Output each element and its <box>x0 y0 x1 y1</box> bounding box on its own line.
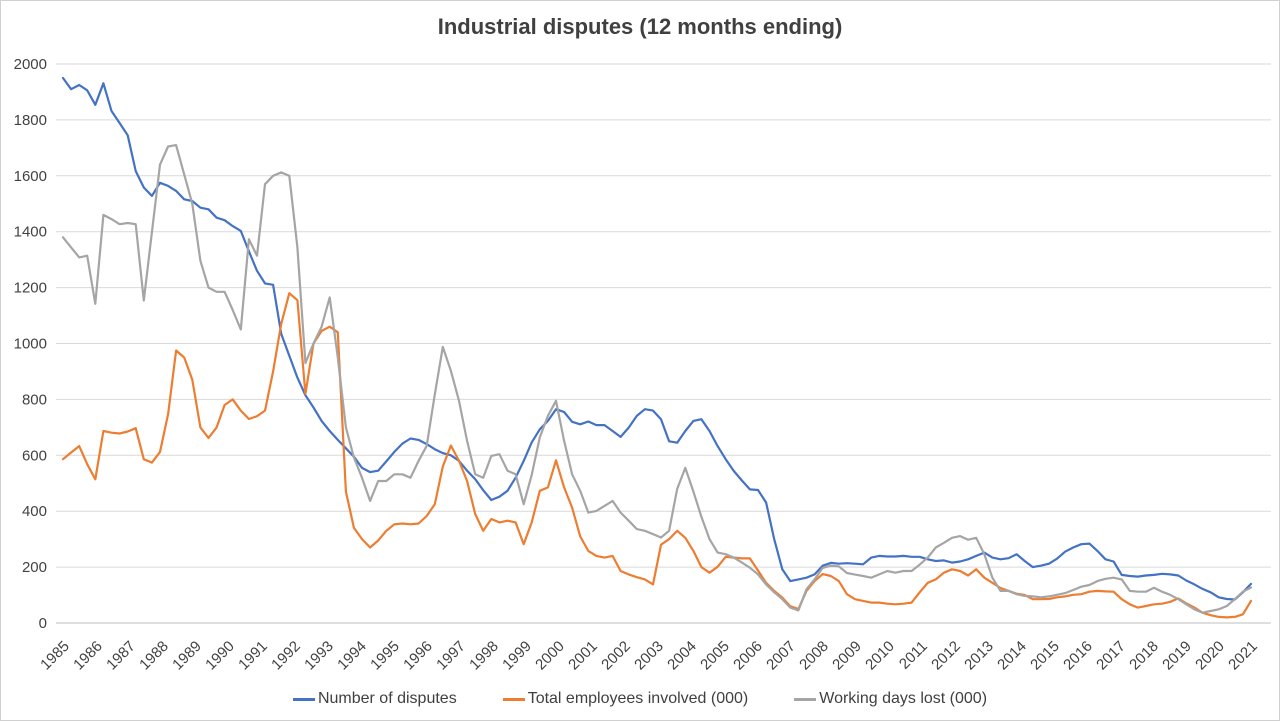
y-axis-tick-label: 1800 <box>14 112 47 129</box>
y-axis-tick-label: 1400 <box>14 224 47 241</box>
x-axis-tick-label: 2014 <box>994 638 1030 674</box>
x-axis-tick-label: 2001 <box>565 638 601 674</box>
legend-item-working-days-lost: Working days lost (000) <box>794 690 987 708</box>
x-axis-tick-label: 1989 <box>169 638 205 674</box>
legend-label: Number of disputes <box>317 690 457 707</box>
x-axis-tick-label: 1991 <box>235 638 271 674</box>
y-axis-tick-label: 800 <box>22 391 47 408</box>
y-axis-tick-label: 2000 <box>14 56 47 73</box>
y-axis-tick-label: 1200 <box>14 280 47 297</box>
x-axis-tick-label: 1996 <box>400 638 436 674</box>
x-axis-tick-label: 2011 <box>896 638 931 673</box>
x-axis-tick-label: 2020 <box>1192 638 1228 674</box>
y-axis-tick-label: 1600 <box>14 168 47 185</box>
legend-label: Working days lost (000) <box>819 690 988 707</box>
series-line-2 <box>61 144 1253 614</box>
legend-item-number-of-disputes: Number of disputes <box>292 690 457 708</box>
y-axis-tick-label: 600 <box>22 447 47 464</box>
x-axis-tick-label: 2009 <box>829 638 865 674</box>
x-axis-tick-label: 1995 <box>367 638 403 674</box>
x-axis-tick-label: 1986 <box>70 638 106 674</box>
x-axis-tick-label: 2004 <box>664 638 700 674</box>
x-axis-tick-label: 1985 <box>37 638 73 674</box>
x-axis-tick-label: 2003 <box>631 638 667 674</box>
x-axis-tick-label: 1997 <box>433 638 469 674</box>
x-axis-tick-label: 1992 <box>268 638 304 674</box>
x-axis-tick-label: 2008 <box>796 638 832 674</box>
x-axis-tick-label: 1994 <box>334 638 370 674</box>
x-axis-tick-label: 2002 <box>598 638 634 674</box>
series-line-1 <box>61 292 1253 619</box>
y-axis-tick-label: 200 <box>22 559 47 576</box>
x-axis-tick-label: 2021 <box>1225 638 1261 674</box>
chart-legend: Number of disputes Total employees invol… <box>1 690 1279 708</box>
x-axis-tick-label: 2017 <box>1093 638 1129 674</box>
legend-line-marker-blue <box>292 697 315 701</box>
x-axis-tick-label: 2019 <box>1159 638 1195 674</box>
y-axis-tick-label: 0 <box>39 615 47 632</box>
x-axis-tick-label: 1988 <box>136 638 172 674</box>
series-line-0 <box>61 76 1253 601</box>
x-axis-tick-label: 2018 <box>1126 638 1162 674</box>
x-axis-tick-label: 2005 <box>697 638 733 674</box>
x-axis-tick-label: 1990 <box>202 638 238 674</box>
x-axis-tick-label: 1999 <box>499 638 535 674</box>
x-axis-tick-label: 1987 <box>103 638 139 674</box>
chart-title: Industrial disputes (12 months ending) <box>437 14 843 39</box>
x-axis-tick-label: 1993 <box>301 638 337 674</box>
x-axis-tick-label: 2006 <box>730 638 766 674</box>
y-axis-tick-label: 400 <box>22 503 47 520</box>
x-axis-tick-label: 2013 <box>961 638 997 674</box>
x-axis-tick-label: 2010 <box>862 638 898 674</box>
legend-item-total-employees-involved: Total employees involved (000) <box>502 690 749 708</box>
legend-line-marker-orange <box>502 697 525 701</box>
x-axis-tick-label: 2015 <box>1027 638 1063 674</box>
x-axis-tick-label: 2007 <box>763 638 799 674</box>
legend-label: Total employees involved (000) <box>527 690 749 707</box>
x-axis-tick-label: 1998 <box>466 638 502 674</box>
x-axis-tick-label: 2016 <box>1060 638 1096 674</box>
legend-line-marker-gray <box>794 697 817 701</box>
x-axis-tick-label: 2012 <box>928 638 964 674</box>
y-axis-tick-label: 1000 <box>14 336 47 353</box>
x-axis-tick-label: 2000 <box>532 638 568 674</box>
